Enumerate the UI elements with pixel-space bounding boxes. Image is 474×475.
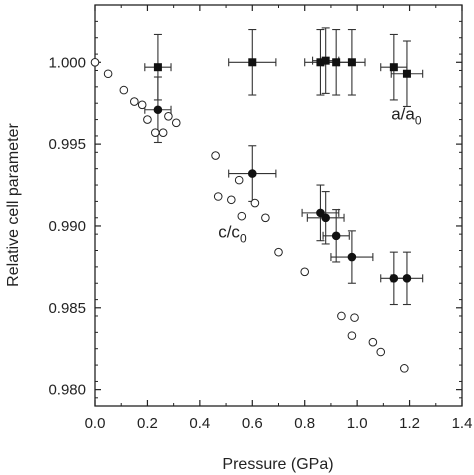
open-circle-point	[368, 337, 378, 347]
x-tick-label: 0.2	[137, 415, 158, 432]
filled-square-point	[332, 58, 341, 67]
x-axis-label: Pressure (GPa)	[222, 456, 333, 473]
x-tick-label: 1.0	[347, 415, 368, 432]
filled-square-point	[402, 69, 411, 78]
open-circle-point	[237, 211, 247, 221]
open-circle-point	[337, 311, 346, 321]
annotation-subscript: 0	[240, 231, 247, 245]
filled-square-point	[153, 63, 162, 72]
open-circle-point	[250, 198, 260, 208]
filled-circle-point	[153, 105, 163, 115]
filled-square-point	[248, 58, 257, 67]
annotation-main: c/c	[218, 222, 240, 241]
open-circle-point	[164, 111, 173, 121]
open-circle-point	[158, 128, 168, 137]
filled-circle-point	[347, 252, 357, 262]
y-tick-label: 0.985	[48, 300, 86, 317]
series-annotation: c/c0	[218, 222, 247, 245]
y-tick-label: 0.990	[48, 218, 86, 235]
open-circle-point	[300, 267, 310, 277]
open-circle-point	[213, 192, 223, 201]
ticks: 0.0 0.2 0.4 0.6 0.8 1.0 1.2 1.4 0.980 0.985 0.990 0…	[48, 4, 473, 432]
open-circle-point	[211, 151, 220, 160]
y-tick-label: 0.980	[48, 382, 86, 399]
annotation-subscript: 0	[415, 114, 422, 128]
filled-circle-point	[402, 274, 412, 283]
series-annotation: a/a0	[391, 105, 422, 128]
filled-circle-point	[331, 231, 341, 241]
open-circle-point	[137, 100, 147, 110]
open-circle-point	[234, 175, 244, 185]
annotations: a/a0c/c0	[218, 105, 422, 246]
filled-square-point	[347, 58, 356, 67]
open-circle-point	[171, 118, 181, 128]
open-circle-point	[103, 69, 113, 79]
annotation-main: a/a	[391, 105, 415, 124]
error-bars	[144, 27, 424, 306]
x-tick-label: 1.4	[452, 415, 473, 432]
open-circle-point	[143, 115, 152, 124]
x-tick-label: 0.0	[85, 415, 106, 432]
x-tick-label: 0.6	[242, 415, 263, 432]
data-markers	[90, 56, 412, 373]
x-tick-label: 1.2	[399, 415, 420, 432]
open-circle-point	[350, 313, 359, 322]
open-circle-point	[119, 85, 129, 95]
open-circle-point	[400, 364, 409, 373]
open-circle-point	[274, 247, 283, 257]
open-circle-point	[150, 128, 160, 137]
filled-square-point	[389, 63, 398, 72]
open-circle-point	[261, 213, 270, 223]
open-circle-point	[376, 347, 386, 357]
filled-square-point	[316, 58, 325, 67]
open-circle-point	[227, 195, 236, 205]
x-tick-label: 0.8	[294, 415, 315, 432]
y-tick-label: 1.000	[48, 54, 86, 71]
open-circle-point	[347, 331, 357, 340]
filled-circle-point	[389, 274, 399, 283]
filled-circle-point	[247, 169, 257, 178]
x-tick-label: 0.4	[189, 415, 210, 432]
filled-circle-point	[321, 213, 330, 223]
filled-square-point	[321, 56, 330, 65]
open-circle-point	[90, 57, 100, 67]
y-axis-label: Relative cell parameter	[5, 123, 22, 287]
y-tick-label: 0.995	[48, 136, 86, 153]
open-circle-point	[130, 97, 139, 106]
